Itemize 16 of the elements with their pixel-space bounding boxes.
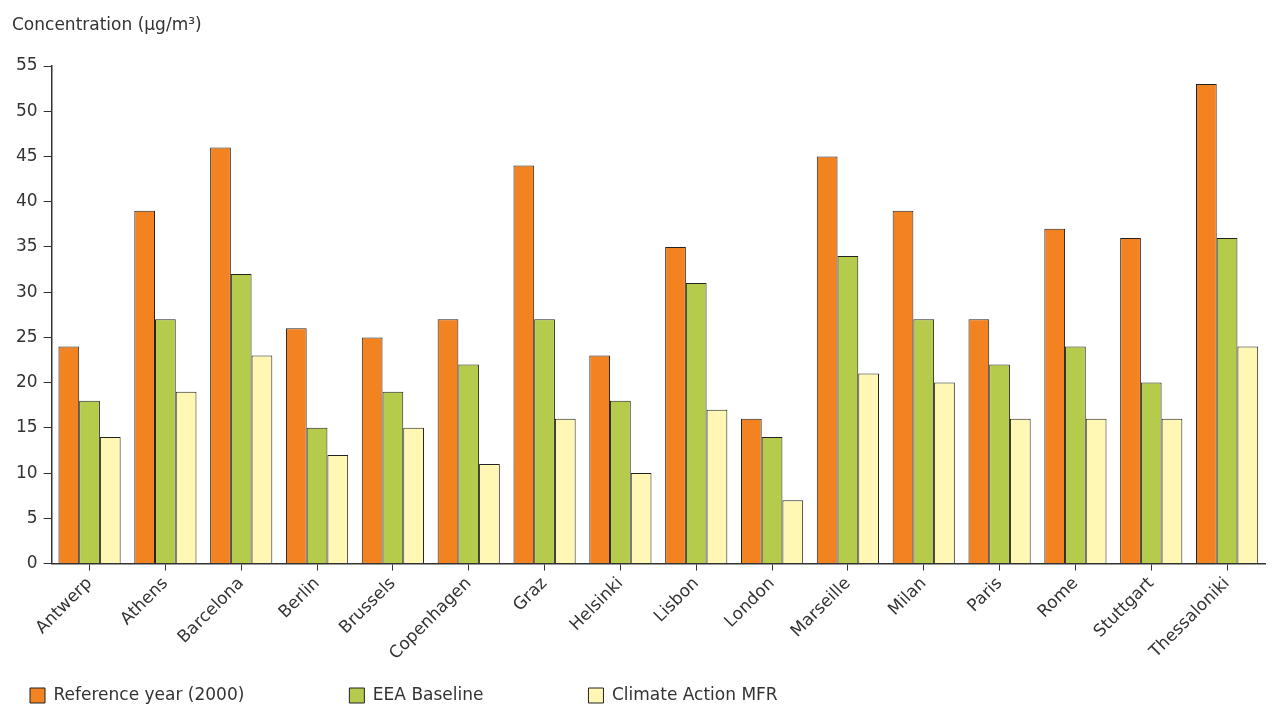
y-tick-label: 55 <box>15 54 38 75</box>
y-tick-label: 5 <box>26 506 38 527</box>
y-tick-label: 35 <box>15 235 38 256</box>
y-tick-label: 30 <box>15 280 38 301</box>
y-tick-label: 25 <box>15 325 38 346</box>
legend-label: EEA Baseline <box>372 683 569 704</box>
y-tick-label: 10 <box>15 461 38 482</box>
y-tick-label: 40 <box>15 190 38 211</box>
y-tick-label: 20 <box>15 371 38 392</box>
legend-label: Reference year (2000) <box>53 683 330 704</box>
y-tick-label: 0 <box>26 551 38 572</box>
legend-label: Climate Action MFR <box>611 683 863 704</box>
y-tick-label: 45 <box>15 144 38 165</box>
y-axis-title: Concentration (μg/m³) <box>12 14 202 34</box>
y-tick-label: 15 <box>15 416 38 437</box>
y-tick-label: 50 <box>15 99 38 120</box>
